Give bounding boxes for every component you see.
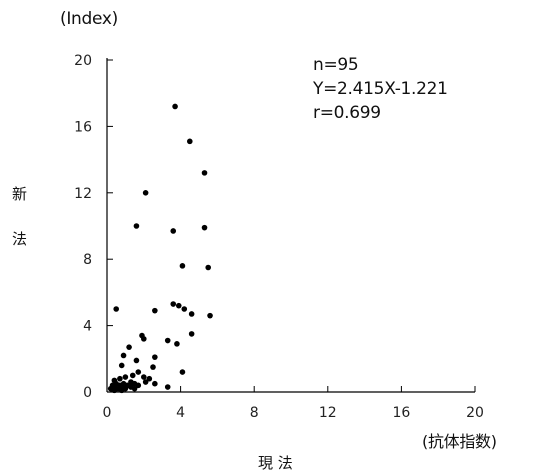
y-tick-label-8: 8 [83, 252, 92, 268]
data-point-25 [118, 362, 125, 369]
data-point-10 [175, 302, 182, 309]
x-tick-label-4: 4 [176, 405, 185, 421]
data-point-52 [131, 385, 138, 392]
data-point-24 [133, 357, 140, 364]
y-tick-label-0: 0 [83, 385, 92, 401]
data-point-2 [201, 170, 208, 176]
data-point-11 [181, 306, 188, 312]
data-point-5 [170, 228, 177, 234]
x-axis-label: 現 法 [258, 454, 293, 472]
data-point-4 [133, 223, 140, 229]
x-tick-label-16: 16 [392, 405, 410, 421]
data-point-8 [205, 264, 211, 271]
y-tick-label-16: 16 [74, 119, 92, 135]
data-point-20 [174, 341, 180, 347]
data-point-18 [141, 336, 147, 342]
data-point-33 [146, 375, 153, 382]
data-point-14 [188, 311, 195, 317]
data-point-54 [118, 387, 125, 394]
data-point-12 [113, 306, 119, 312]
data-point-26 [150, 364, 156, 370]
y-axis-label-char-1: 新 [12, 185, 28, 203]
x-tick-label-0: 0 [103, 405, 112, 421]
data-point-9 [170, 301, 177, 307]
data-point-16 [188, 331, 195, 337]
x-tick-label-20: 20 [466, 405, 484, 421]
data-point-36 [142, 379, 149, 385]
y-tick-label-20: 20 [74, 53, 92, 69]
data-point-6 [201, 224, 208, 231]
y-tick-label-12: 12 [74, 186, 92, 202]
sample-size-annotation: n=95 [313, 55, 359, 75]
data-point-21 [126, 344, 132, 350]
data-point-15 [207, 312, 213, 319]
data-point-29 [129, 372, 136, 379]
data-point-55 [109, 386, 116, 393]
y-unit-label: (Index) [60, 9, 118, 29]
x-tick-label-8: 8 [250, 405, 259, 421]
x-tick-label-12: 12 [319, 405, 337, 421]
data-point-28 [179, 369, 186, 375]
data-point-44 [135, 382, 142, 389]
data-point-31 [117, 375, 123, 382]
x-unit-label: (抗体指数) [422, 432, 497, 451]
data-point-19 [164, 337, 171, 344]
data-point-27 [135, 369, 142, 375]
data-point-32 [141, 374, 147, 380]
data-point-40 [152, 380, 158, 387]
data-point-3 [142, 190, 149, 196]
data-point-30 [122, 374, 129, 380]
data-point-1 [187, 138, 193, 145]
regression-equation-annotation: Y=2.415X-1.221 [313, 79, 448, 99]
correlation-annotation: r=0.699 [313, 103, 381, 123]
data-point-7 [179, 263, 186, 269]
data-point-13 [152, 307, 158, 314]
y-tick-label-4: 4 [83, 319, 92, 335]
data-point-23 [120, 352, 127, 359]
data-point-0 [172, 103, 178, 110]
y-axis-label-char-2: 法 [12, 230, 28, 248]
data-point-22 [152, 354, 158, 360]
data-point-48 [164, 384, 171, 390]
